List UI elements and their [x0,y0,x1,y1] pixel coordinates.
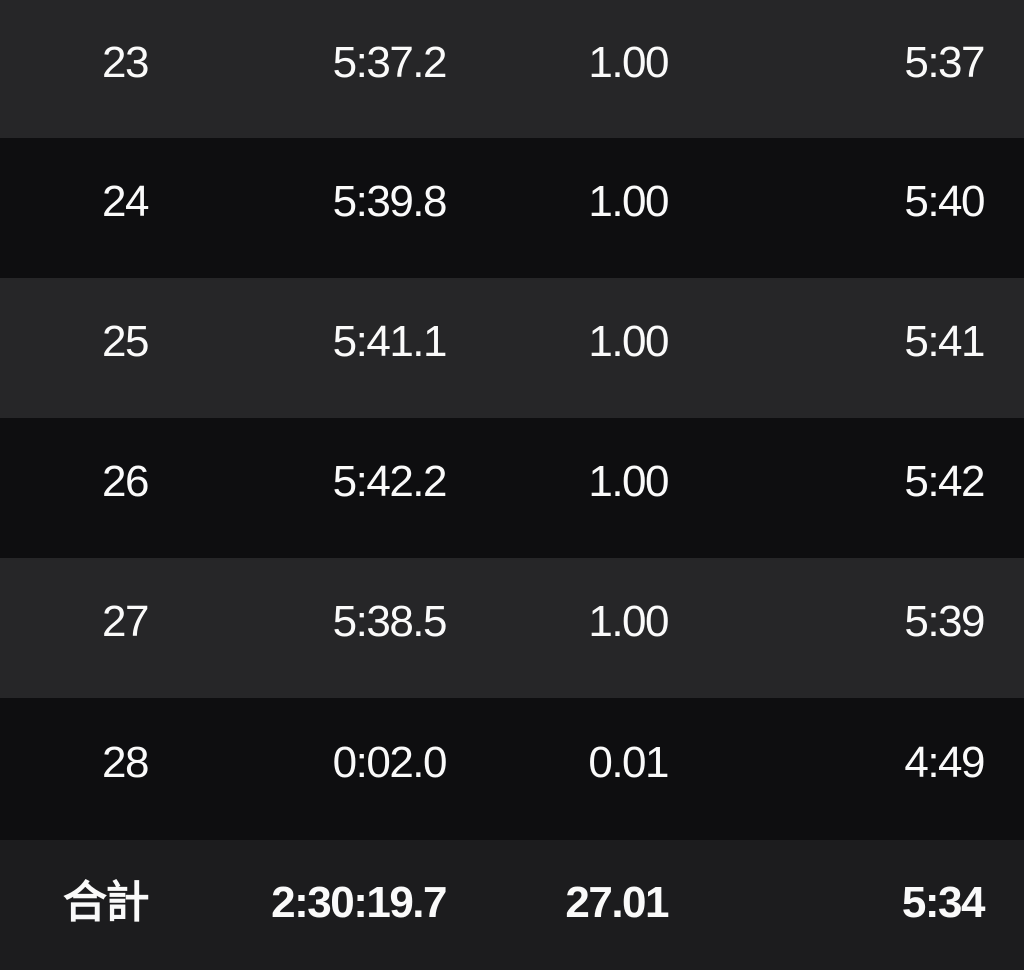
table-row-lap-27: 27 5:38.5 1.00 5:39 [0,558,1024,698]
total-pace: 5:34 [901,878,986,927]
lap-time: 5:41.1 [332,317,448,366]
lap-time: 0:02.0 [332,738,448,787]
table-row-lap-25: 25 5:41.1 1.00 5:41 [0,278,1024,418]
lap-time: 5:39.8 [332,177,448,226]
lap-distance: 1.00 [588,38,669,87]
lap-pace: 5:41 [904,317,985,366]
lap-pace: 5:37 [904,38,985,87]
lap-distance: 1.00 [588,457,669,506]
lap-number: 26 [102,457,149,506]
lap-pace: 4:49 [904,738,985,787]
lap-pace: 5:40 [904,177,985,226]
table-row-lap-23: 23 5:37.2 1.00 5:37 [0,0,1024,138]
lap-distance: 1.00 [588,317,669,366]
table-row-total: 合計 2:30:19.7 27.01 5:34 [0,840,1024,970]
table-row-lap-26: 26 5:42.2 1.00 5:42 [0,418,1024,558]
lap-time: 5:42.2 [332,457,448,506]
lap-number: 25 [102,317,149,366]
table-row-lap-28: 28 0:02.0 0.01 4:49 [0,698,1024,840]
total-time: 2:30:19.7 [271,878,447,927]
lap-number: 23 [102,38,149,87]
total-label: 合計 [63,878,150,927]
lap-distance: 1.00 [588,597,669,646]
lap-pace: 5:39 [904,597,985,646]
lap-number: 28 [102,738,149,787]
lap-number: 27 [102,597,149,646]
total-distance: 27.01 [565,878,669,927]
lap-time: 5:38.5 [332,597,448,646]
table-row-lap-24: 24 5:39.8 1.00 5:40 [0,138,1024,278]
lap-distance: 0.01 [588,738,669,787]
lap-pace: 5:42 [904,457,985,506]
lap-time: 5:37.2 [332,38,448,87]
lap-number: 24 [102,177,149,226]
lap-distance: 1.00 [588,177,669,226]
